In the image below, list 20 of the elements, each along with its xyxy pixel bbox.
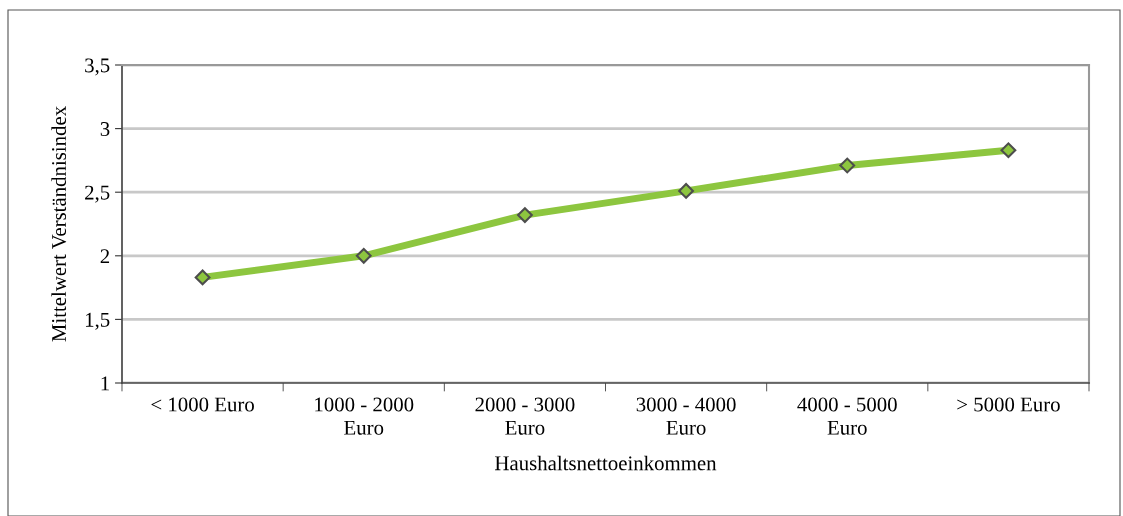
point [1000,142,1017,159]
x-tick-label: > 5000 Euro [957,397,1060,412]
y-tick-label: 2,5 [85,185,110,203]
y-tick-label: 2 [100,249,110,264]
x-tick-label: 3000 - 4000 Euro [636,397,736,435]
y-tick-label: 1,5 [85,312,110,330]
point [355,247,372,264]
y-axis-title: Mittelwert Verständnisindex [51,106,67,342]
y-tick-label: 3,5 [85,58,110,76]
point [678,183,694,199]
point [517,207,533,224]
x-axis-title: Haushaltsnettoeinkommen [495,455,717,471]
x-tick-label: 2000 - 3000 Euro [475,397,575,435]
x-tick-label: 1000 - 2000 Euro [315,397,414,435]
point [839,157,856,174]
y-tick-label: 3 [100,122,110,137]
point [194,269,211,286]
x-tick-label: 4000 - 5000 Euro [797,397,897,435]
x-tick-label: < 1000 Euro [151,397,254,412]
y-tick-label: 1 [101,376,109,391]
